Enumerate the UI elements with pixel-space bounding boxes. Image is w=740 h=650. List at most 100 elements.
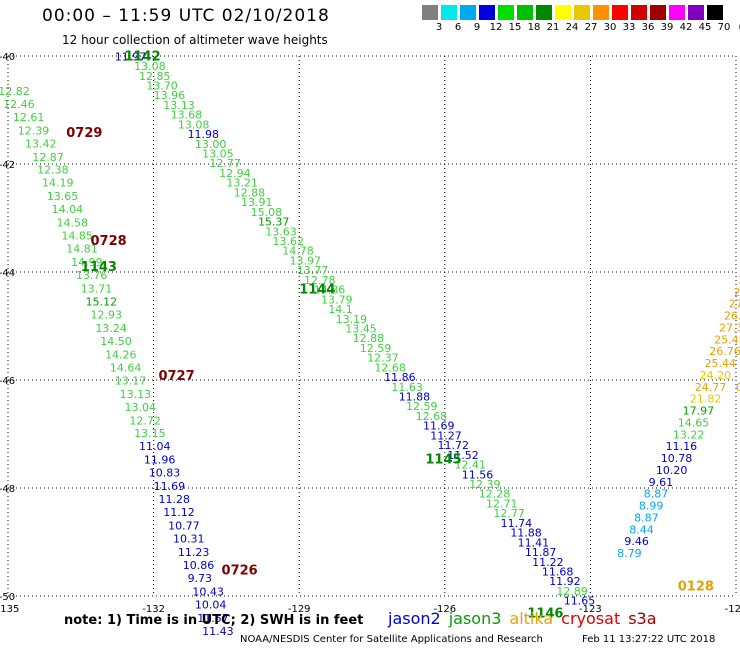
chart-title: 00:00 – 11:59 UTC 02/10/2018 — [42, 6, 330, 26]
pass-time-label: 1146 — [527, 607, 563, 622]
wave-height-label: 11.96 — [144, 454, 176, 467]
data-labels: 11.9713.0812.8513.7013.9613.1313.6813.08… — [0, 50, 740, 638]
generated-timestamp: Feb 11 13:27:22 UTC 2018 — [582, 634, 716, 645]
wave-height-label: 13.13 — [120, 388, 152, 401]
wave-height-label: 11.23 — [178, 546, 210, 559]
wave-height-label: 27.3 — [734, 286, 740, 299]
pass-time-label: 0728 — [91, 234, 127, 249]
scale-swatch — [612, 5, 628, 20]
wave-height-label: 13.04 — [124, 401, 156, 414]
wave-height-label: 14.19 — [42, 177, 73, 190]
wave-height-label: 9.73 — [188, 572, 213, 585]
wave-height-label: 13.79 — [321, 293, 353, 306]
wave-height-label: 11.87 — [525, 546, 557, 559]
wave-height-label: 11.88 — [399, 391, 431, 404]
wave-height-label: 13.15 — [134, 427, 166, 440]
wave-height-label: 14.58 — [57, 217, 89, 230]
wave-height-label: 10.43 — [192, 585, 224, 598]
wave-height-label: 12.78 — [304, 274, 336, 287]
wave-height-label: 14.99 — [71, 256, 103, 269]
wave-height-label: 11.88 — [510, 527, 542, 540]
wave-height-label: 11.74 — [501, 517, 533, 530]
wave-height-label: 11.68 — [542, 565, 574, 578]
wave-height-label: 13.00 — [195, 138, 227, 151]
wave-height-label: 13.22 — [673, 428, 705, 441]
scale-label: 33 — [622, 22, 636, 33]
wave-height-label: 13.08 — [134, 60, 166, 73]
scale-label: 3 — [435, 22, 443, 33]
wave-height-label: 11.16 — [666, 440, 698, 453]
wave-height-label: 11.41 — [518, 536, 550, 549]
x-tick-label: -129 — [288, 604, 311, 615]
wave-height-label: 12.88 — [353, 332, 385, 345]
wave-height-label: 13.45 — [345, 322, 377, 335]
wave-height-label: 13.91 — [241, 196, 273, 209]
wave-height-label: 13.77 — [297, 264, 329, 277]
wave-height-label: 12.28 — [479, 488, 511, 501]
wave-height-label: 27.32 — [719, 321, 740, 334]
wave-height-label: 12.71 — [486, 497, 518, 510]
wave-height-label: 12.93 — [91, 308, 123, 321]
wave-height-label: 11.98 — [188, 128, 220, 141]
scale-label: 12 — [489, 22, 503, 33]
wave-height-label: 11.69 — [423, 420, 455, 433]
pass-time-label: 1143 — [81, 260, 117, 275]
wave-height-label: 12.59 — [360, 342, 392, 355]
wave-height-label: 8.79 — [617, 547, 642, 560]
pass-time-label: 0128 — [678, 580, 714, 595]
scale-swatch — [479, 5, 495, 20]
wave-height-label: 11.72 — [438, 439, 470, 452]
scale-swatch — [460, 5, 476, 20]
wave-height-label: 11.04 — [139, 440, 171, 453]
wave-height-label: 10.86 — [183, 559, 215, 572]
wave-height-label: 12.68 — [416, 410, 448, 423]
wave-height-label: 26.76 — [709, 345, 740, 358]
wave-height-label: 12.77 — [209, 157, 241, 170]
wave-height-label: 10.20 — [656, 464, 688, 477]
wave-height-label: 13.24 — [95, 322, 127, 335]
wave-height-label: 12.59 — [406, 400, 438, 413]
pass-time-label: 0727 — [158, 369, 194, 384]
pass-time-label: 0726 — [222, 563, 258, 578]
y-tick-label: -40 — [0, 52, 15, 63]
scale-swatch — [669, 5, 685, 20]
wave-height-label: 25.45 — [714, 333, 740, 346]
time-labels: 1142 1143 1144 1145 1146 0729 0728 0727 0726 0128 — [66, 49, 714, 621]
legend-jason2: jason2 — [388, 609, 441, 628]
wave-height-label: 10.31 — [173, 533, 205, 546]
wave-height-label: 14.85 — [61, 230, 93, 243]
wave-height-label: 13.08 — [178, 118, 210, 131]
wave-height-label: 26.60 — [724, 310, 740, 323]
wave-height-label: 11.69 — [154, 480, 186, 493]
wave-height-label: 14.65 — [678, 416, 710, 429]
wave-height-label: 11.12 — [163, 506, 195, 519]
scale-swatch — [422, 5, 438, 20]
wave-height-label: 14.86 — [314, 284, 346, 297]
wave-height-label: 14.64 — [110, 361, 142, 374]
wave-height-label: 12.46 — [3, 98, 35, 111]
wave-height-label: 13.68 — [171, 109, 203, 122]
wave-height-label: 21.82 — [690, 393, 722, 406]
wave-height-label: 11.57 — [197, 612, 229, 625]
scale-label: 30 — [603, 22, 617, 33]
wave-height-label: 10.83 — [149, 467, 181, 480]
axis-tick-labels: -135 -132 -129 -126 -123 -120 -40 -42 -44 -46 -48 -… — [0, 52, 740, 615]
y-tick-label: -50 — [0, 592, 15, 603]
scale-label: 6 — [454, 22, 462, 33]
wave-height-label: 17.97 — [683, 405, 715, 418]
chart-subtitle: 12 hour collection of altimeter wave hei… — [62, 33, 328, 47]
scale-label: 18 — [527, 22, 541, 33]
x-tick-label: -135 — [0, 604, 19, 615]
wave-height-label: 12.39 — [469, 478, 501, 491]
wave-height-label: 13.97 — [289, 254, 321, 267]
wave-height-label: 13.62 — [273, 235, 305, 248]
wave-height-label: 12.68 — [374, 361, 406, 374]
wave-height-label: 24.77 — [695, 381, 727, 394]
wave-height-label: 12.41 — [455, 459, 487, 472]
scale-swatch — [536, 5, 552, 20]
wave-height-label: 12.77 — [493, 507, 525, 520]
legend-jason3: jason3 — [448, 609, 502, 628]
wave-height-label: 14.78 — [282, 245, 314, 258]
x-tick-label: -126 — [433, 604, 456, 615]
